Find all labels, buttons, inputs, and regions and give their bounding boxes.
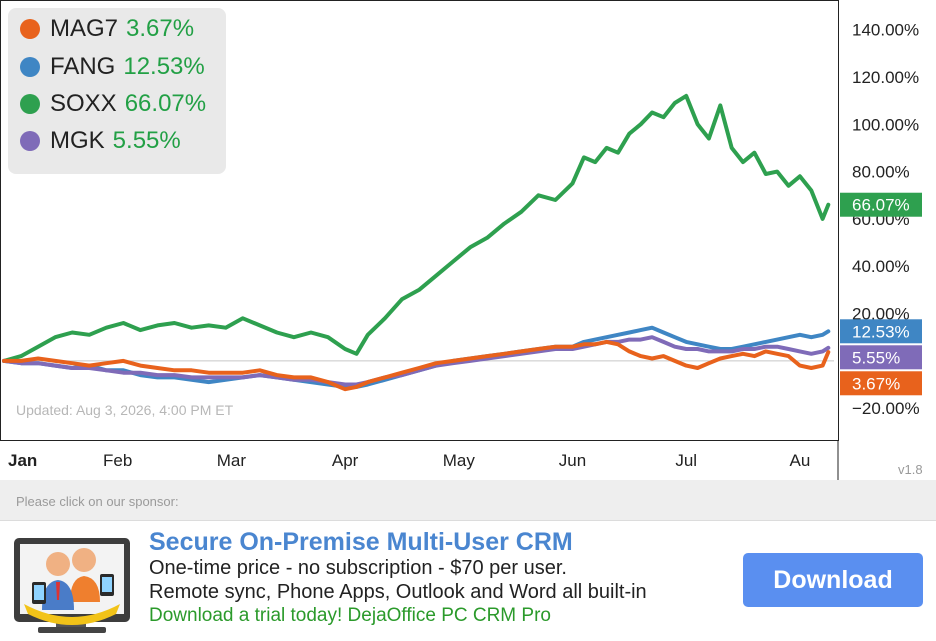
legend-name: MGK	[50, 127, 105, 154]
x-axis-ticks: Jan Feb Mar Apr May Jun Jul Au	[8, 451, 810, 470]
legend-item-fang[interactable]: FANG 12.53%	[20, 52, 205, 82]
legend-item-mgk[interactable]: MGK 5.55%	[20, 126, 181, 156]
y-tick-label: 40.00%	[852, 257, 910, 276]
end-label-soxx: 66.07%	[840, 192, 922, 217]
y-tick-label: 80.00%	[852, 163, 910, 182]
legend-name: MAG7	[50, 15, 119, 42]
legend-value: 66.07%	[124, 90, 207, 117]
y-tick-label: 100.00%	[852, 115, 919, 134]
series-line-mag7[interactable]	[2, 339, 831, 392]
end-label-text: 3.67%	[852, 374, 900, 393]
ad-line-1: One-time price - no subscription - $70 p…	[149, 557, 567, 579]
end-labels: 66.07% 12.53% 5.55% 3.67%	[840, 192, 922, 396]
legend-value: 12.53%	[123, 53, 205, 80]
plot-frame	[0, 0, 839, 441]
x-tick-label: Mar	[217, 451, 247, 470]
end-label-text: 66.07%	[852, 196, 910, 215]
end-label-bg	[840, 192, 922, 217]
fang-dot-icon	[20, 57, 40, 77]
x-tick-label: Au	[789, 451, 810, 470]
x-tick-label: Jan	[8, 451, 37, 470]
y-tick-label: 120.00%	[852, 68, 919, 87]
x-tick-label: May	[443, 451, 476, 470]
end-label-mag7: 3.67%	[840, 371, 922, 396]
end-label-bg	[840, 345, 922, 370]
series-lines	[2, 93, 831, 392]
series-line-soxx[interactable]	[2, 93, 831, 363]
y-tick-label: 20.00%	[852, 305, 910, 324]
download-button[interactable]: Download	[743, 553, 923, 607]
x-tick-label: Apr	[332, 451, 359, 470]
y-tick-label: −20.00%	[852, 399, 920, 418]
legend-value: 5.55%	[112, 127, 181, 154]
end-label-bg	[840, 371, 922, 396]
legend-value: 3.67%	[126, 15, 195, 42]
legend-name: SOXX	[50, 90, 117, 117]
end-label-fang: 12.53%	[840, 319, 922, 344]
legend-item-mag7[interactable]: MAG7 3.67%	[20, 14, 194, 44]
soxx-dot-icon	[20, 94, 40, 114]
legend-name: FANG	[50, 53, 116, 80]
ad-line-2: Remote sync, Phone Apps, Outlook and Wor…	[149, 581, 647, 603]
ad-title[interactable]: Secure On-Premise Multi-User CRM	[149, 528, 573, 556]
sponsor-label: Please click on our sponsor:	[16, 494, 179, 509]
end-label-text: 12.53%	[852, 322, 910, 341]
legend: MAG7 3.67% FANG 12.53% SOXX 66.07% MGK 5…	[8, 8, 226, 174]
updated-timestamp: Updated: Aug 3, 2026, 4:00 PM ET	[16, 402, 234, 418]
crm-app-icon[interactable]	[12, 534, 134, 634]
y-tick-label: 140.00%	[852, 21, 919, 40]
mag7-dot-icon	[20, 19, 40, 39]
x-tick-label: Jul	[675, 451, 697, 470]
series-line-mgk[interactable]	[2, 335, 831, 387]
x-tick-label: Feb	[103, 451, 132, 470]
end-label-bg	[840, 319, 922, 344]
x-tick-label: Jun	[559, 451, 586, 470]
mgk-dot-icon	[20, 131, 40, 151]
end-label-text: 5.55%	[852, 348, 900, 367]
legend-item-soxx[interactable]: SOXX 66.07%	[20, 89, 206, 119]
end-label-mgk: 5.55%	[840, 345, 922, 370]
ad-cta[interactable]: Download a trial today! DejaOffice PC CR…	[149, 605, 551, 626]
version-label: v1.8	[898, 462, 923, 477]
